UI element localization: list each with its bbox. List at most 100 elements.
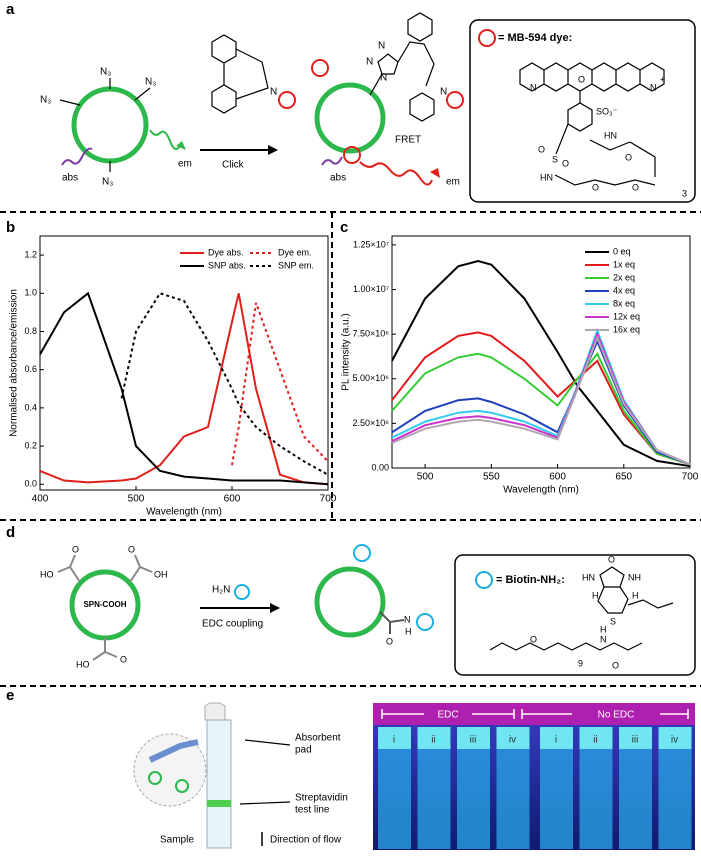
lane-pad	[417, 727, 451, 749]
atom: N	[440, 87, 447, 98]
dye-marker	[478, 29, 496, 47]
abs-wave	[61, 147, 93, 166]
y-tick-label: 7.50×10⁶	[353, 329, 390, 339]
legend-label: 0 eq	[613, 246, 631, 256]
nanoparticle	[314, 566, 386, 638]
line-series	[391, 331, 691, 466]
x-tick-label: 550	[483, 472, 500, 483]
atom: O	[538, 144, 545, 154]
atom: H₂N	[212, 585, 230, 596]
atom: N	[600, 634, 607, 644]
y-tick-label: 1.0	[24, 288, 37, 298]
atom: O	[530, 634, 537, 644]
line-series	[391, 331, 691, 466]
atom: H	[405, 626, 412, 636]
y-tick-label: 0.00	[371, 462, 389, 472]
atom: 3	[682, 188, 687, 198]
label: em	[446, 177, 460, 188]
atom: OH	[154, 569, 168, 579]
legend-label: 1x eq	[613, 259, 635, 269]
amide	[379, 611, 405, 634]
group-label: No EDC	[598, 710, 635, 721]
test-line	[207, 800, 231, 807]
label: pad	[295, 745, 312, 756]
strip	[206, 719, 232, 849]
line-series	[391, 338, 691, 466]
plot-frame	[391, 235, 691, 469]
panel-label: d	[6, 524, 15, 541]
cooh-group	[57, 554, 153, 661]
linker	[59, 78, 151, 172]
y-tick-label: 1.25×10⁷	[353, 239, 389, 249]
atom: N	[366, 57, 373, 68]
label: abs	[62, 173, 78, 184]
panel-label: b	[6, 219, 15, 236]
atom: HN	[540, 172, 553, 182]
atom: O	[120, 654, 127, 664]
lane-label: i	[393, 735, 395, 746]
atom: +	[660, 74, 665, 84]
label: test line	[295, 805, 330, 816]
chart: 400 500 600 700 0.0 0.2 0.4 0.6 0.8 1.0 1.2 Wavelen…	[9, 235, 337, 518]
x-tick-label: 700	[320, 494, 337, 505]
y-tick-label: 1.2	[24, 249, 37, 259]
atom: O	[72, 544, 79, 554]
pointer	[239, 739, 291, 805]
group-label: EDC	[437, 710, 458, 721]
lane-label: ii	[431, 735, 435, 746]
label: Streptavidin	[295, 793, 348, 804]
atom: S	[610, 616, 616, 626]
atom: N	[530, 82, 537, 92]
atom: O	[608, 554, 615, 564]
line-series	[39, 291, 329, 486]
y-tick-label: 2.50×10⁶	[353, 418, 390, 428]
atom: O	[625, 152, 632, 162]
triazole-structure	[369, 12, 435, 122]
box-title: = Biotin-NH₂:	[496, 574, 565, 586]
arrowhead	[268, 145, 278, 155]
scheme-d: SPN-COOH HO O O OH O HO H₂N EDC coupling…	[40, 544, 696, 676]
atom: O	[612, 660, 619, 670]
legend-label: SNP abs.	[208, 260, 246, 270]
lane-pad	[496, 727, 530, 749]
particle	[175, 779, 189, 793]
atom: O	[592, 182, 599, 192]
x-tick-label: 500	[128, 494, 145, 505]
legend-label: 8x eq	[613, 298, 635, 308]
biotin-marker	[475, 571, 493, 589]
arrowhead	[270, 603, 280, 613]
y-tick-label: 1.00×10⁷	[353, 284, 389, 294]
atom: N	[380, 73, 387, 84]
y-axis-label: Normalised absorbance/emission	[9, 289, 20, 437]
legend-box	[469, 19, 696, 203]
x-tick-label: 400	[32, 494, 49, 505]
legend-label: Dye em.	[278, 247, 312, 257]
y-axis-label: PL intensity (a.u.)	[341, 313, 352, 390]
atom: S	[552, 154, 558, 164]
abs-wave	[321, 156, 343, 166]
atom: HN	[604, 130, 617, 140]
particle	[148, 771, 162, 785]
atom: N₃	[40, 95, 51, 106]
label: SPN-COOH	[83, 600, 126, 609]
lane-pad	[658, 727, 692, 749]
chart: 500 550 600 650 700 0.00 2.50×10⁶ 5.00×10⁶ 7.50×…	[341, 235, 699, 496]
atom: HO	[40, 569, 54, 579]
atom: N	[270, 87, 277, 98]
y-tick-label: 0.8	[24, 326, 37, 336]
biotin-marker	[416, 613, 434, 631]
label: abs	[330, 173, 346, 184]
lane-pad	[457, 727, 490, 749]
atom: O	[128, 544, 135, 554]
x-axis-label: Wavelength (nm)	[503, 485, 579, 496]
line-series	[120, 292, 329, 476]
line-series	[231, 302, 329, 466]
legend-label: 2x eq	[613, 272, 635, 282]
biotin-marker	[353, 544, 371, 562]
atom: H	[600, 624, 607, 634]
antibody	[148, 739, 199, 763]
y-tick-label: 0.0	[24, 479, 37, 489]
plot-frame	[39, 235, 329, 491]
x-tick-label: 700	[682, 472, 699, 483]
